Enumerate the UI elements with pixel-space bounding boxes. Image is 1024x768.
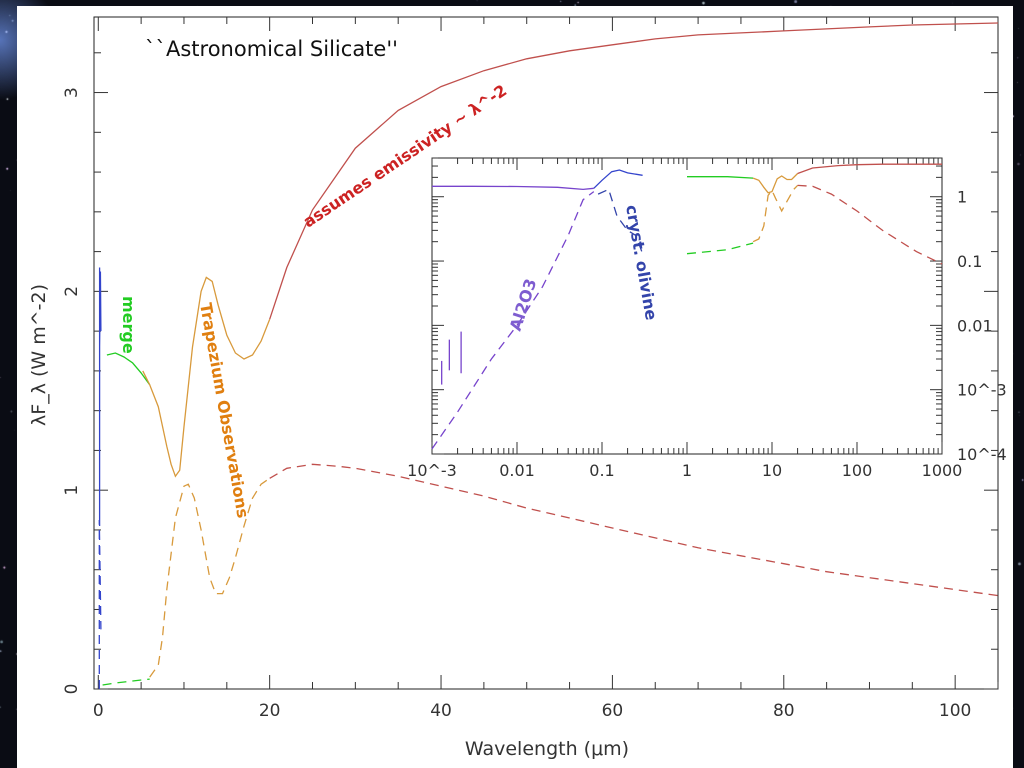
x-tick-label: 40 (430, 701, 452, 721)
main-series-line-4 (269, 22, 999, 320)
inset-series-line-8 (752, 184, 799, 243)
main-series-line-2 (106, 352, 151, 386)
main-series-line-3 (142, 276, 271, 478)
inset-x-tick-label: 1000 (922, 461, 963, 480)
y-tick-label: 0 (62, 684, 82, 695)
y-tick-label: 1 (62, 485, 82, 496)
inset-y-tick-label: 0.1 (957, 252, 982, 271)
main-series-line-6 (149, 477, 271, 678)
x-tick-label: 60 (602, 701, 624, 721)
inset-x-tick-label: 10 (762, 461, 782, 480)
inset-x-tick-label: 10^-3 (407, 461, 457, 480)
main-series-line-1 (98, 519, 102, 689)
inset-x-tick-label: 1 (682, 461, 692, 480)
x-axis-title: Wavelength (μm) (465, 738, 629, 760)
annotation-merge: merge (119, 296, 138, 354)
inset-series-group (431, 163, 943, 450)
inset-y-tick-label: 10^-3 (957, 381, 1007, 400)
inset-series-line-9 (797, 184, 943, 265)
inset-series-line-4 (687, 176, 754, 179)
inset-axis-ticks: 10^-3 0.01 0.1 1 10 100 1000 1 0.1 0.01 10^-3 10^-4 (407, 157, 1007, 480)
inset-series-line-2 (431, 191, 595, 450)
main-series-line-0 (98, 267, 102, 526)
inset-series-line-6 (797, 163, 942, 175)
x-tick-label: 100 (939, 701, 971, 721)
y-axis-title: λF_λ (W m^-2) (28, 284, 50, 426)
x-tick-label: 0 (93, 701, 104, 721)
inset-x-tick-label: 100 (842, 461, 873, 480)
main-axes (93, 16, 999, 690)
inset-series-line-3 (597, 188, 644, 254)
inset-frame (431, 157, 943, 455)
inset-y-tick-label: 0.01 (957, 316, 993, 335)
main-series-group (98, 22, 999, 689)
y-tick-label: 2 (62, 286, 82, 297)
main-plot-frame (93, 16, 999, 690)
inset-series-line-0 (432, 185, 594, 191)
x-tick-label: 80 (773, 701, 795, 721)
x-tick-label: 20 (259, 701, 281, 721)
inset-series-line-1 (593, 169, 643, 189)
main-series-line-5 (102, 678, 150, 686)
inset-series-line-5 (752, 173, 799, 194)
inset-plot: 10^-3 0.01 0.1 1 10 100 1000 1 0.1 0.01 10^-3 10^-4… (407, 157, 1007, 480)
inset-x-tick-label: 0.1 (589, 461, 614, 480)
main-series-line-7 (269, 463, 999, 597)
inset-y-tick-label: 10^-4 (957, 445, 1007, 464)
inset-x-tick-label: 0.01 (499, 461, 535, 480)
inset-y-tick-label: 1 (957, 188, 967, 207)
chart-title: ``Astronomical Silicate'' (145, 37, 398, 61)
y-tick-label: 3 (62, 87, 82, 98)
